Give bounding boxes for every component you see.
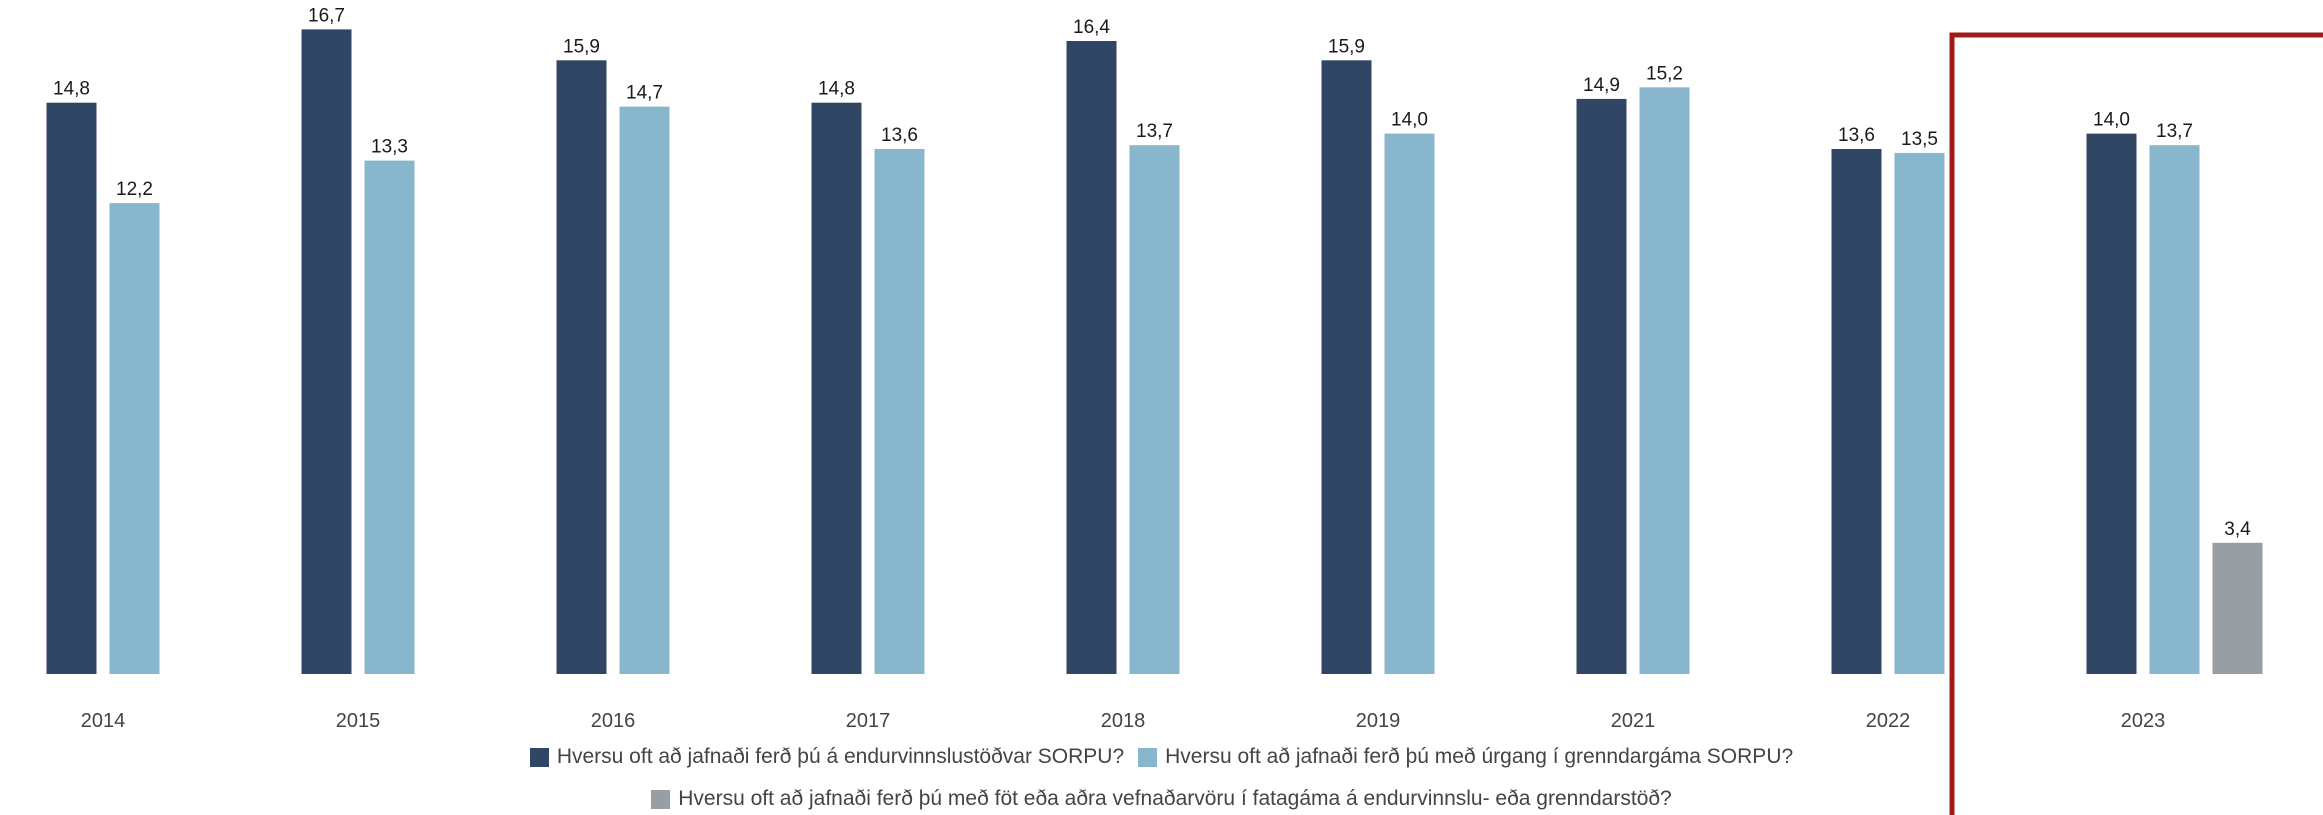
bar-2022-series-1[interactable] bbox=[1831, 149, 1882, 674]
bar-2022-series-2[interactable] bbox=[1894, 152, 1945, 674]
x-tick-2016: 2016 bbox=[591, 710, 636, 732]
x-tick-2018: 2018 bbox=[1101, 710, 1146, 732]
bar-2019-series-1[interactable] bbox=[1321, 60, 1372, 675]
bar-2023-series-3[interactable] bbox=[2212, 542, 2263, 674]
x-tick-2017: 2017 bbox=[846, 710, 891, 732]
value-label-2019-series-1: 15,9 bbox=[1328, 36, 1365, 57]
value-label-2017-series-2: 13,6 bbox=[881, 125, 918, 146]
x-axis-ticks: 2014 2015 2016 2017 2018 2019 2021 2022 2023 bbox=[81, 710, 2166, 732]
legend-item-series-1[interactable]: Hversu oft að jafnaði ferð þú á endurvin… bbox=[529, 745, 1125, 769]
value-label-2014-series-2: 12,2 bbox=[116, 179, 153, 200]
legend-label-series-1: Hversu oft að jafnaði ferð þú á endurvin… bbox=[556, 745, 1125, 768]
legend-swatch-series-1 bbox=[529, 747, 549, 767]
x-tick-2021: 2021 bbox=[1611, 710, 1656, 732]
value-label-2022-series-1: 13,6 bbox=[1838, 125, 1875, 146]
bar-2014-series-1[interactable] bbox=[46, 102, 97, 674]
bar-2014-series-2[interactable] bbox=[109, 203, 160, 674]
value-label-2018-series-1: 16,4 bbox=[1073, 17, 1110, 38]
legend-label-series-2: Hversu oft að jafnaði ferð þú með úrgang… bbox=[1165, 745, 1794, 768]
value-labels-layer: 14,8 12,2 16,7 13,3 15,9 14,7 14,8 13,6 16,4 13,7… bbox=[53, 5, 2251, 539]
legend-swatch-series-2 bbox=[1138, 747, 1158, 767]
value-label-2021-series-2: 15,2 bbox=[1646, 63, 1683, 84]
x-tick-2014: 2014 bbox=[81, 710, 126, 732]
bar-2019-series-2[interactable] bbox=[1384, 133, 1435, 675]
value-label-2014-series-1: 14,8 bbox=[53, 79, 90, 100]
value-label-2023-series-2: 13,7 bbox=[2156, 121, 2193, 142]
x-tick-2019: 2019 bbox=[1356, 710, 1401, 732]
bar-2023-series-2[interactable] bbox=[2149, 145, 2200, 674]
bar-2015-series-2[interactable] bbox=[364, 160, 415, 675]
legend-swatch-series-3 bbox=[651, 789, 671, 809]
bars-layer bbox=[46, 29, 2263, 675]
bar-2023-series-1[interactable] bbox=[2086, 133, 2137, 675]
bar-2021-series-1[interactable] bbox=[1576, 98, 1627, 674]
bar-2021-series-2[interactable] bbox=[1639, 87, 1690, 675]
highlight-box-2023 bbox=[1949, 32, 2323, 815]
value-label-2017-series-1: 14,8 bbox=[818, 79, 855, 100]
x-tick-2022: 2022 bbox=[1866, 710, 1911, 732]
bar-2016-series-1[interactable] bbox=[556, 60, 607, 675]
bar-2017-series-1[interactable] bbox=[811, 102, 862, 674]
x-tick-2023: 2023 bbox=[2121, 710, 2166, 732]
legend-row-1: Hversu oft að jafnaði ferð þú á endurvin… bbox=[0, 745, 2323, 769]
bar-2017-series-2[interactable] bbox=[874, 149, 925, 674]
value-label-2021-series-1: 14,9 bbox=[1583, 75, 1620, 96]
value-label-2019-series-2: 14,0 bbox=[1391, 110, 1428, 131]
bar-2016-series-2[interactable] bbox=[619, 106, 670, 675]
value-label-2015-series-2: 13,3 bbox=[371, 137, 408, 158]
value-label-2023-series-1: 14,0 bbox=[2093, 110, 2130, 131]
legend-label-series-3: Hversu oft að jafnaði ferð þú með föt eð… bbox=[678, 787, 1672, 810]
x-tick-2015: 2015 bbox=[336, 710, 381, 732]
value-label-2023-series-3: 3,4 bbox=[2224, 519, 2251, 540]
value-label-2016-series-1: 15,9 bbox=[563, 36, 600, 57]
legend-item-series-3[interactable]: Hversu oft að jafnaði ferð þú með föt eð… bbox=[651, 787, 1672, 811]
bar-2018-series-1[interactable] bbox=[1066, 41, 1117, 674]
legend-row-2: Hversu oft að jafnaði ferð þú með föt eð… bbox=[0, 787, 2323, 811]
legend-item-series-2[interactable]: Hversu oft að jafnaði ferð þú með úrgang… bbox=[1138, 745, 1793, 769]
value-label-2015-series-1: 16,7 bbox=[308, 5, 345, 26]
bar-2015-series-1[interactable] bbox=[301, 29, 352, 674]
value-label-2016-series-2: 14,7 bbox=[626, 83, 663, 104]
value-label-2022-series-2: 13,5 bbox=[1901, 129, 1938, 150]
bar-2018-series-2[interactable] bbox=[1129, 145, 1180, 674]
value-label-2018-series-2: 13,7 bbox=[1136, 121, 1173, 142]
